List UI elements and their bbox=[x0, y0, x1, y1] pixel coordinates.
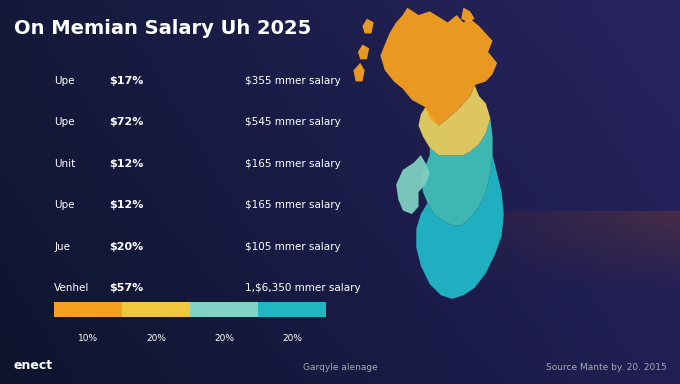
Bar bbox=[190, 302, 258, 317]
Polygon shape bbox=[362, 19, 374, 33]
Text: Upe: Upe bbox=[54, 117, 75, 127]
Bar bbox=[122, 302, 190, 317]
Text: $17%: $17% bbox=[109, 76, 143, 86]
Text: $20%: $20% bbox=[109, 242, 143, 252]
Text: $165 mmer salary: $165 mmer salary bbox=[245, 159, 341, 169]
Text: 1,$6,350 mmer salary: 1,$6,350 mmer salary bbox=[245, 283, 360, 293]
Text: 20%: 20% bbox=[282, 334, 303, 343]
Text: On Memian Salary Uh 2025: On Memian Salary Uh 2025 bbox=[14, 19, 311, 38]
Text: $12%: $12% bbox=[109, 200, 143, 210]
Polygon shape bbox=[396, 155, 430, 214]
Text: Upe: Upe bbox=[54, 76, 75, 86]
Text: Upe: Upe bbox=[54, 200, 75, 210]
Text: $12%: $12% bbox=[109, 159, 143, 169]
Text: $165 mmer salary: $165 mmer salary bbox=[245, 200, 341, 210]
Text: Venhel: Venhel bbox=[54, 283, 90, 293]
Text: 10%: 10% bbox=[78, 334, 99, 343]
Text: enect: enect bbox=[14, 359, 53, 372]
Polygon shape bbox=[421, 118, 492, 225]
Polygon shape bbox=[461, 8, 475, 22]
Polygon shape bbox=[416, 155, 504, 299]
Text: Unit: Unit bbox=[54, 159, 75, 169]
Text: Jue: Jue bbox=[54, 242, 71, 252]
Text: $57%: $57% bbox=[109, 283, 143, 293]
Text: $545 mmer salary: $545 mmer salary bbox=[245, 117, 341, 127]
Text: $105 mmer salary: $105 mmer salary bbox=[245, 242, 341, 252]
Text: $355 mmer salary: $355 mmer salary bbox=[245, 76, 341, 86]
Bar bbox=[54, 302, 122, 317]
Text: 20%: 20% bbox=[214, 334, 235, 343]
Polygon shape bbox=[418, 85, 490, 155]
Bar bbox=[258, 302, 326, 317]
Polygon shape bbox=[354, 63, 364, 81]
Text: Source Mante by. 20. 2015: Source Mante by. 20. 2015 bbox=[545, 364, 666, 372]
Text: $72%: $72% bbox=[109, 117, 143, 127]
Polygon shape bbox=[358, 45, 369, 59]
Polygon shape bbox=[380, 8, 497, 126]
Text: Garqyle alenage: Garqyle alenage bbox=[303, 364, 377, 372]
Text: 20%: 20% bbox=[146, 334, 167, 343]
